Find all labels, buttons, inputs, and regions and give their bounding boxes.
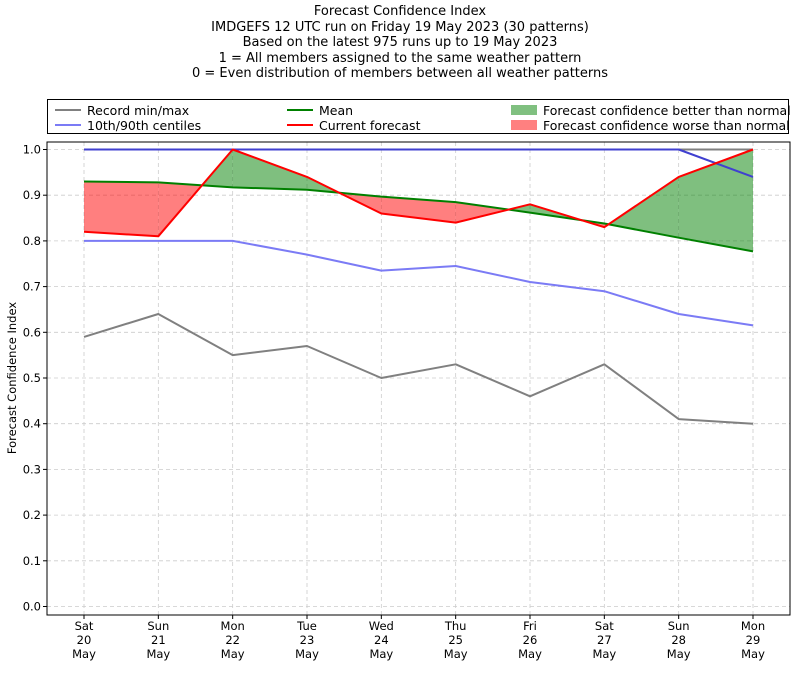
x-tick-label: Thu (444, 619, 467, 633)
y-tick-label: 0.9 (23, 188, 41, 202)
x-tick-label: Sat (595, 619, 614, 633)
y-tick-label: 0.0 (23, 600, 41, 614)
legend-label-mean: Mean (319, 102, 354, 118)
chart-subtitle-zero: 0 = Even distribution of members between… (191, 66, 609, 82)
y-tick-label: 0.7 (23, 280, 41, 294)
x-tick-label: May (369, 647, 393, 661)
y-tick-label: 0.3 (23, 462, 41, 476)
legend-item-mean: Mean (287, 102, 354, 118)
fill-worse-than-normal (84, 181, 159, 237)
x-tick-label: May (741, 647, 765, 661)
x-tick-label: 28 (671, 633, 686, 647)
legend-swatch-worse (511, 120, 537, 130)
legend-item-record: Record min/max (55, 102, 190, 118)
chart-subtitle-based: Based on the latest 975 runs up to 19 Ma… (242, 35, 558, 51)
chart-subtitle-one: 1 = All members assigned to the same wea… (218, 50, 582, 66)
y-tick-label: 0.4 (23, 417, 41, 431)
legend-label-current: Current forecast (319, 117, 421, 133)
x-tick-label: May (146, 647, 170, 661)
legend-item-worse: Forecast confidence worse than normal (511, 117, 790, 133)
x-tick-label: 27 (597, 633, 612, 647)
confidence-fills (84, 149, 753, 252)
legend-item-current: Current forecast (287, 117, 421, 133)
legend-label-centiles: 10th/90th centiles (87, 117, 202, 133)
x-tick-label: 26 (523, 633, 538, 647)
y-tick-label: 0.6 (23, 325, 41, 339)
series-line-mean-4 (83, 180, 754, 253)
legend-swatch-mean (287, 109, 313, 111)
series-lines (83, 148, 754, 425)
x-tick-label: Sat (75, 619, 94, 633)
x-tick-label: May (295, 647, 319, 661)
chart-subtitle-run: IMDGEFS 12 UTC run on Friday 19 May 2023… (211, 19, 589, 35)
x-tick-label: May (518, 647, 542, 661)
y-tick-label: 0.2 (23, 508, 41, 522)
x-tick-label: May (221, 647, 245, 661)
y-tick-label: 0.5 (23, 371, 41, 385)
chart-titles: Forecast Confidence Index IMDGEFS 12 UTC… (0, 4, 800, 82)
y-tick-label: 0.8 (23, 234, 41, 248)
y-axis-ticks: 0.0 0.1 0.2 0.3 0.4 0.5 0.6 0.7 0.8 0.9 1.0 (23, 143, 47, 614)
legend-item-better: Forecast confidence better than normal (511, 102, 791, 118)
series-line-current-forecast-5 (83, 148, 754, 238)
series-line-10th-90th-centiles-2 (84, 239, 754, 327)
x-tick-label: Mon (741, 619, 765, 633)
x-tick-label: Sun (147, 619, 169, 633)
x-tick-label: May (444, 647, 468, 661)
x-tick-label: 22 (225, 633, 240, 647)
y-tick-label: 1.0 (23, 143, 41, 157)
legend-item-centiles: 10th/90th centiles (55, 117, 202, 133)
x-tick-label: Tue (296, 619, 317, 633)
legend-swatch-better (511, 105, 537, 115)
x-tick-label: 29 (746, 633, 761, 647)
legend-swatch-record (55, 109, 81, 111)
x-tick-label: 21 (151, 633, 166, 647)
y-tick-label: 0.1 (23, 554, 41, 568)
legend-swatch-centiles (55, 124, 81, 126)
x-tick-label: Sun (668, 619, 690, 633)
fill-worse-than-normal (455, 202, 509, 223)
legend-label-better: Forecast confidence better than normal (543, 102, 791, 118)
x-tick-label: May (72, 647, 96, 661)
x-tick-label: 20 (77, 633, 92, 647)
legend-label-record: Record min/max (87, 102, 190, 118)
x-tick-label: Mon (221, 619, 245, 633)
fill-worse-than-normal (381, 196, 456, 223)
gridlines (47, 142, 790, 615)
fill-better-than-normal (678, 149, 753, 252)
x-tick-label: Fri (523, 619, 537, 633)
chart-legend: Record min/max 10th/90th centiles Mean C… (47, 99, 791, 134)
chart-title: Forecast Confidence Index (313, 4, 487, 19)
y-axis-label: Forecast Confidence Index (5, 302, 19, 454)
x-tick-label: 25 (448, 633, 463, 647)
x-axis-ticks: Sat20MaySun21MayMon22MayTue23MayWed24May… (72, 615, 765, 661)
x-tick-label: 23 (300, 633, 315, 647)
x-tick-label: 24 (374, 633, 389, 647)
legend-swatch-current (287, 124, 313, 126)
x-tick-label: May (667, 647, 691, 661)
x-tick-label: May (592, 647, 616, 661)
series-line-10th-90th-centiles-3 (84, 148, 754, 178)
fill-better-than-normal (232, 149, 307, 190)
series-line-record-min-max-0 (83, 313, 754, 425)
fill-better-than-normal (608, 176, 679, 238)
legend-label-worse: Forecast confidence worse than normal (543, 117, 790, 133)
x-tick-label: Wed (369, 619, 394, 633)
